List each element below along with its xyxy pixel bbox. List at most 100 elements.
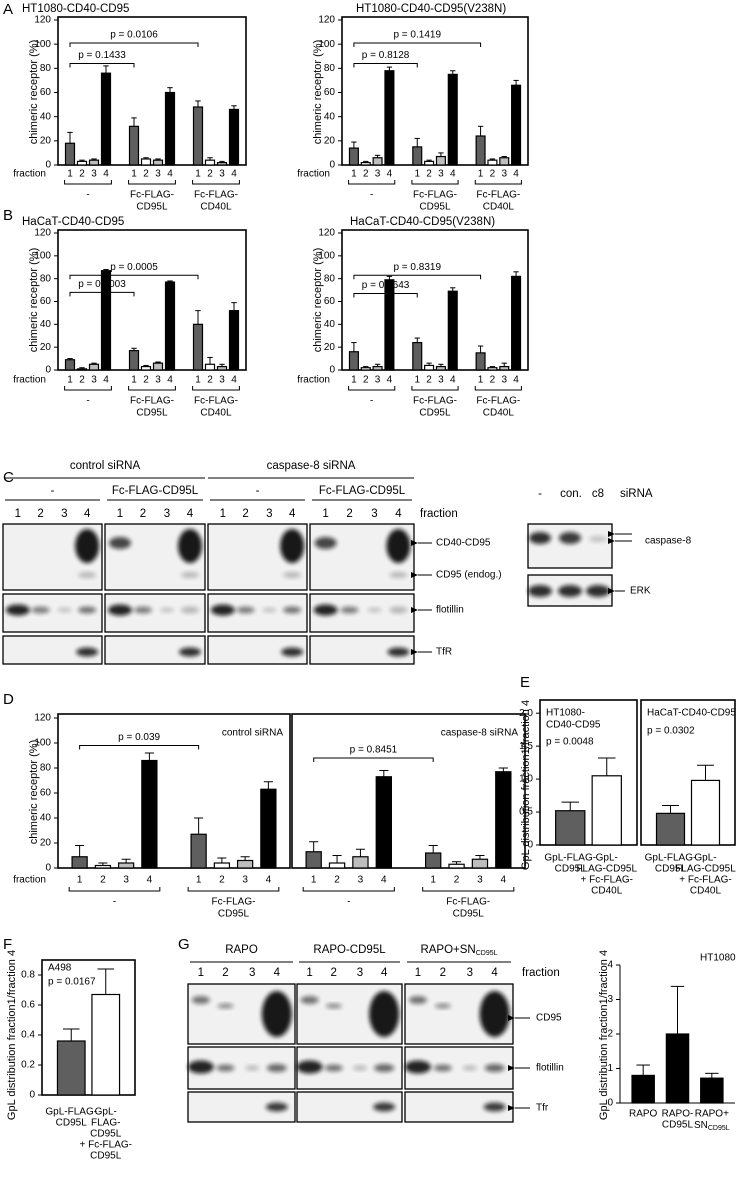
chart-title: A498 [48, 963, 72, 974]
bar [384, 70, 395, 166]
x-tick-label: 4 [387, 169, 393, 180]
x-tick-label: 2 [490, 169, 496, 180]
bar [424, 852, 442, 869]
y-tick-label: 100 [34, 39, 51, 50]
protein-label: Tfr [536, 1103, 549, 1114]
x-tick-label: 4 [103, 169, 109, 180]
bar [487, 367, 498, 371]
y-tick-label: 80 [40, 763, 52, 774]
blot-group: RAPO+SNCD95L [420, 944, 497, 957]
p-value: p = 0.1419 [393, 30, 441, 41]
panel-letter: G [178, 936, 190, 953]
blot-band [78, 572, 97, 578]
blot-band [462, 1065, 477, 1071]
y-tick-label: 4 [607, 960, 613, 971]
x-tick-label: 2 [100, 875, 106, 886]
y-tick-label: 80 [324, 273, 336, 284]
error-bar [498, 767, 508, 772]
bar [140, 158, 152, 166]
blot-band [374, 1064, 395, 1072]
bar [448, 863, 465, 869]
blot-band [266, 1064, 287, 1072]
group-bracket [64, 180, 112, 185]
bar [216, 161, 228, 166]
y-tick-label: 120 [318, 15, 335, 26]
blot-band [296, 1060, 323, 1074]
blot-band [179, 647, 201, 657]
bar [64, 142, 76, 166]
error-bar [167, 87, 173, 93]
bar [487, 159, 498, 166]
error-bar [475, 855, 485, 860]
x-axis-label: fraction [297, 169, 330, 180]
y-axis-label: GpL distribution fraction1/fraction 4 [520, 700, 532, 870]
group-label: CD95L [419, 408, 451, 419]
error-bar [477, 345, 484, 353]
lane-label: 4 [381, 967, 388, 979]
y-tick-label: 1 [607, 1063, 613, 1074]
blot-band [134, 606, 152, 614]
blot-band [281, 647, 304, 657]
x-tick-label: RAPO [629, 1109, 658, 1120]
bar [495, 771, 512, 869]
bar [412, 146, 423, 166]
error-bar [513, 271, 519, 277]
blot-band [265, 1102, 288, 1112]
significance-bracket [69, 291, 135, 297]
plot-frame [539, 699, 638, 846]
bar [424, 364, 435, 371]
significance-bracket [353, 274, 482, 280]
chart-title: HT1080- [546, 708, 585, 719]
bar [213, 862, 231, 869]
x-tick-label: 3 [91, 375, 97, 386]
x-tick-label: RAPO- [662, 1109, 694, 1120]
y-tick-label: 0 [329, 365, 335, 376]
blot-band [283, 572, 302, 578]
error-bar [231, 302, 237, 311]
x-tick-label: 1 [414, 169, 420, 180]
group-bracket [128, 386, 176, 391]
bar [128, 125, 140, 166]
bar [88, 159, 100, 166]
y-tick-label: 100 [318, 250, 335, 261]
error-bar [195, 310, 201, 325]
y-axis-label: chimeric receptor (%) [312, 40, 324, 145]
panel-letter: F [3, 936, 12, 953]
y-axis-label: chimeric receptor (%) [28, 740, 40, 845]
x-tick-label-sub: CD95L [708, 1125, 730, 1132]
bar [228, 108, 240, 166]
group-bracket [68, 887, 161, 892]
y-axis-label: chimeric receptor (%) [312, 248, 324, 353]
y-tick-label: 1.5 [519, 741, 533, 752]
bar [475, 352, 486, 371]
group-bracket [128, 180, 176, 185]
p-value: p = 0.8128 [362, 50, 410, 61]
x-tick-label: 4 [501, 875, 507, 886]
lane-label: 3 [371, 508, 377, 520]
y-tick-label: 100 [34, 738, 51, 749]
group-label: - [86, 396, 89, 407]
y-tick-label: 60 [40, 296, 52, 307]
blot-band [529, 532, 551, 544]
chart-subtitle: p = 0.0302 [647, 726, 695, 737]
lane-label: 4 [289, 508, 296, 520]
y-tick-label: 80 [324, 63, 336, 74]
x-tick-label: 1 [478, 169, 484, 180]
lane-label: 1 [220, 508, 226, 520]
p-value: p = 0.0003 [78, 279, 126, 290]
panel-letter: A [3, 1, 13, 18]
group-label: CD40L [200, 202, 232, 213]
panel-letter: C [3, 469, 14, 486]
error-bar [428, 845, 438, 853]
blot-panel [527, 523, 613, 569]
x-tick-label: 2 [79, 169, 85, 180]
group-bracket [192, 386, 240, 391]
blot-band [314, 537, 337, 549]
error-bar [207, 356, 213, 365]
group-label: - [113, 897, 116, 908]
protein-label: CD95 (endog.) [436, 570, 502, 581]
lane-label: 2 [331, 967, 337, 979]
blot-band [586, 585, 610, 597]
bar [475, 135, 486, 166]
